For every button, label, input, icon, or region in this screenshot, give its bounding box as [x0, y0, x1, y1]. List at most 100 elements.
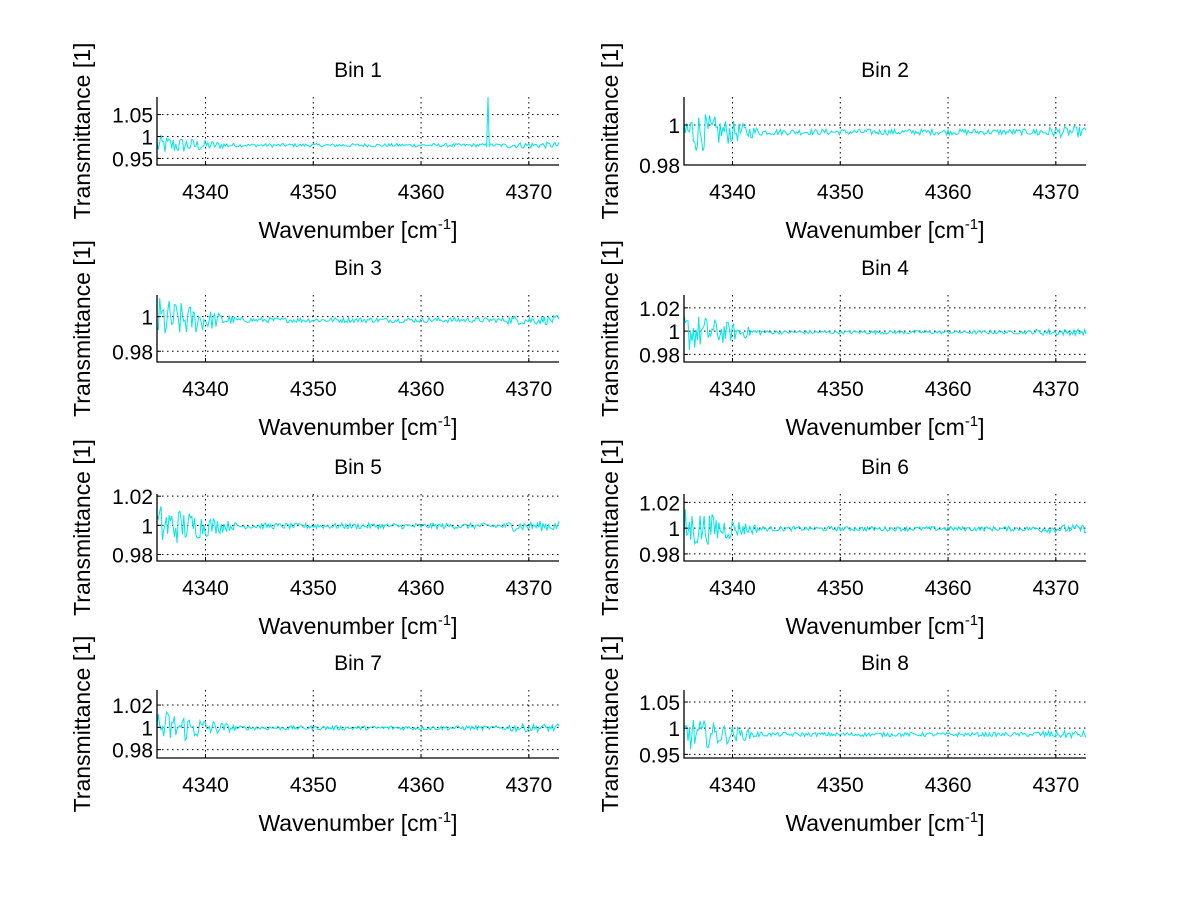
- y-tick-label: 1: [141, 307, 153, 330]
- subplot-bin-6: Bin 6 4340 4350 4360 4370 0.98 1 1.02 Wavenumber…: [639, 456, 1087, 639]
- axes-frame: [156, 97, 559, 166]
- x-tick-label: 4350: [290, 577, 337, 600]
- x-tick-label: 4350: [290, 774, 337, 797]
- subplot-title: Bin 1: [334, 59, 382, 82]
- x-tick-label: 4340: [709, 774, 756, 797]
- x-axis-label: Wavenumber [cm-1]: [785, 612, 984, 639]
- x-tick-label: 4370: [1032, 378, 1079, 401]
- x-tick-label: 4350: [290, 181, 337, 204]
- y-axis-label: Transmittance [1]: [69, 240, 95, 417]
- y-tick-label: 1.05: [639, 692, 680, 715]
- x-tick-label: 4370: [505, 774, 552, 797]
- x-tick-label: 4340: [182, 577, 229, 600]
- y-axis-label: Transmittance [1]: [69, 43, 95, 220]
- series-line: [683, 315, 1087, 350]
- x-tick-label: 4340: [182, 774, 229, 797]
- x-tick-label: 4350: [290, 378, 337, 401]
- x-tick-label: 4370: [1032, 181, 1079, 204]
- x-axis-label: Wavenumber [cm-1]: [258, 809, 457, 836]
- x-tick-label: 4370: [505, 577, 552, 600]
- series-line: [683, 509, 1087, 546]
- x-tick-label: 4340: [182, 378, 229, 401]
- x-tick-label: 4360: [398, 577, 445, 600]
- y-axis-label: Transmittance [1]: [597, 240, 623, 417]
- y-tick-label: 1.02: [639, 298, 680, 321]
- y-tick-label: 1: [668, 115, 680, 138]
- x-axis-label: Wavenumber [cm-1]: [785, 809, 984, 836]
- subplot-bin-8: Bin 8 4340 4350 4360 4370 0.95 1 1.05 Wavenumber…: [639, 652, 1087, 836]
- y-tick-label: 0.98: [639, 344, 680, 367]
- series-line: [156, 711, 560, 742]
- axes-frame: [156, 295, 559, 363]
- y-axis-label: Transmittance [1]: [597, 43, 623, 220]
- x-tick-label: 4360: [925, 577, 972, 600]
- series-line: [156, 506, 560, 544]
- y-tick-label: 1.05: [112, 105, 153, 128]
- y-tick-label: 0.98: [639, 544, 680, 567]
- y-tick-label: 1: [141, 515, 153, 538]
- y-axis-label: Transmittance [1]: [597, 439, 623, 616]
- x-tick-label: 4340: [709, 181, 756, 204]
- x-axis-label: Wavenumber [cm-1]: [258, 612, 457, 639]
- axes-frame: [683, 295, 1086, 363]
- y-tick-label: 1.02: [112, 695, 153, 718]
- x-axis-label: Wavenumber [cm-1]: [785, 216, 984, 243]
- x-axis-label: Wavenumber [cm-1]: [258, 413, 457, 440]
- x-tick-label: 4360: [925, 181, 972, 204]
- subplot-bin-2: Bin 2 4340 4350 4360 4370 0.98 1 Wavenumber [cm…: [639, 59, 1087, 243]
- axes-frame: [156, 494, 559, 562]
- x-tick-label: 4360: [398, 774, 445, 797]
- y-tick-label: 1: [141, 126, 153, 149]
- x-tick-label: 4350: [817, 577, 864, 600]
- y-tick-label: 1: [668, 718, 680, 741]
- x-axis-label: Wavenumber [cm-1]: [258, 216, 457, 243]
- subplot-title: Bin 4: [861, 257, 909, 280]
- series-line: [156, 298, 560, 334]
- subplot-title: Bin 7: [334, 652, 382, 675]
- series-line: [683, 114, 1087, 152]
- subplot-title: Bin 2: [861, 59, 909, 82]
- series-line: [156, 96, 560, 152]
- y-axis-label: Transmittance [1]: [69, 439, 95, 616]
- x-tick-label: 4350: [817, 378, 864, 401]
- x-tick-label: 4350: [817, 181, 864, 204]
- y-tick-label: 0.98: [112, 341, 153, 364]
- y-tick-label: 0.98: [112, 740, 153, 763]
- x-axis-label: Wavenumber [cm-1]: [785, 413, 984, 440]
- subplot-title: Bin 3: [334, 257, 382, 280]
- y-tick-label: 0.98: [639, 155, 680, 178]
- subplot-bin-5: Bin 5 4340 4350 4360 4370 0.98 1 1.02 Wavenumber…: [112, 456, 560, 639]
- y-tick-label: 1: [668, 321, 680, 344]
- y-tick-label: 1.02: [112, 486, 153, 509]
- y-axis-label: Transmittance [1]: [597, 636, 623, 813]
- subplot-title: Bin 8: [861, 652, 909, 675]
- y-tick-label: 1: [668, 518, 680, 541]
- subplot-title: Bin 5: [334, 456, 382, 479]
- x-tick-label: 4340: [182, 181, 229, 204]
- y-tick-label: 1.02: [639, 492, 680, 515]
- y-axis-label: Transmittance [1]: [69, 636, 95, 813]
- x-tick-label: 4340: [709, 577, 756, 600]
- x-tick-label: 4370: [505, 378, 552, 401]
- axes-frame: [156, 690, 559, 759]
- x-tick-label: 4360: [925, 774, 972, 797]
- x-tick-label: 4370: [1032, 774, 1079, 797]
- subplot-bin-3: Bin 3 4340 4350 4360 4370 0.98 1 Wavenumber [cm…: [112, 257, 560, 440]
- y-tick-label: 0.98: [112, 544, 153, 567]
- axes-frame: [683, 690, 1086, 759]
- x-tick-label: 4370: [505, 181, 552, 204]
- subplot-title: Bin 6: [861, 456, 909, 479]
- x-tick-label: 4350: [817, 774, 864, 797]
- y-tick-label: 1: [141, 717, 153, 740]
- x-tick-label: 4370: [1032, 577, 1079, 600]
- y-tick-label: 0.95: [639, 744, 680, 767]
- y-tick-label: 0.95: [112, 148, 153, 171]
- x-tick-label: 4360: [398, 181, 445, 204]
- x-tick-label: 4360: [925, 378, 972, 401]
- x-tick-label: 4340: [709, 378, 756, 401]
- x-tick-label: 4360: [398, 378, 445, 401]
